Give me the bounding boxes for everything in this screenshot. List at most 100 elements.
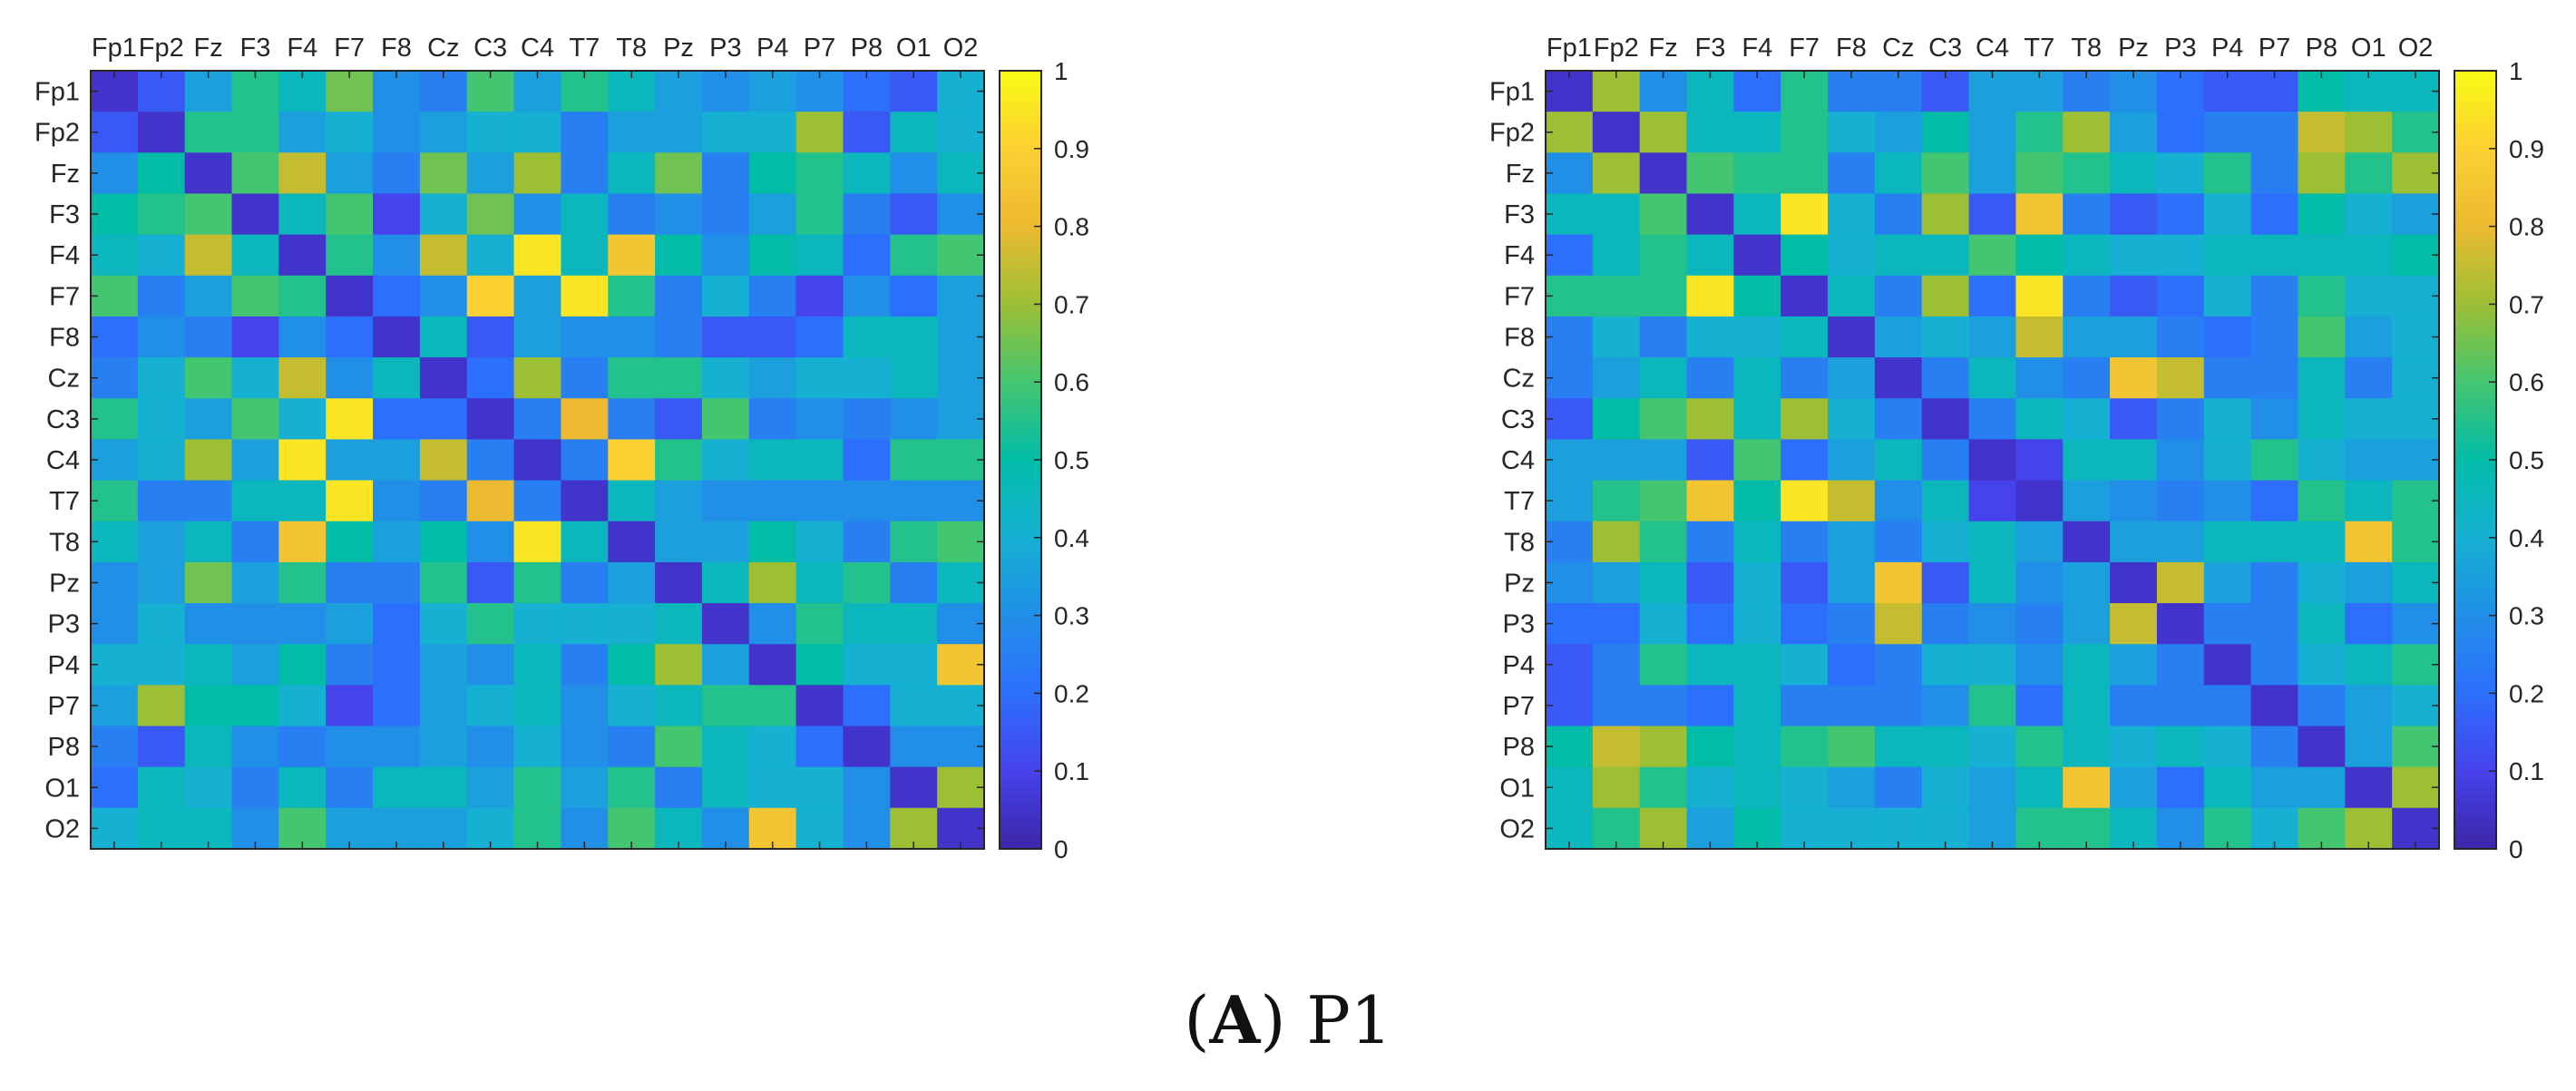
- heatmap-cell-P7-P3: [2156, 685, 2205, 727]
- heatmap-cell-P4-F7: [1781, 644, 1829, 686]
- heatmap-cell-O1-Pz: [655, 766, 703, 809]
- heatmap-cell-F8-P4: [2203, 316, 2252, 358]
- colorbar-segment: [1000, 460, 1041, 469]
- heatmap-cell-P7-O2: [937, 685, 985, 727]
- heatmap-cell-C4-P8: [843, 439, 891, 482]
- heatmap-cell-F7-C3: [1921, 275, 1970, 317]
- colorbar-segment: [1000, 86, 1041, 95]
- heatmap-cell-P8-F3: [1686, 726, 1734, 768]
- colorbar-tick-label: 1: [1054, 57, 1068, 85]
- heatmap-cell-O1-F8: [373, 766, 421, 809]
- y-tick-label-F7: F7: [49, 282, 80, 311]
- colorbar-segment: [1000, 747, 1041, 756]
- x-tick-label-P4: P4: [2211, 34, 2243, 63]
- heatmap-cell-P3-F4: [278, 603, 327, 645]
- x-tick-label-C3: C3: [473, 34, 507, 63]
- heatmap-cell-Fp2-Fp2: [1592, 112, 1641, 153]
- colorbar-segment: [2454, 755, 2496, 765]
- heatmap-cell-Fp2-T8: [608, 112, 656, 153]
- colorbar-segment: [2454, 273, 2496, 282]
- heatmap-cell-C4-P4: [748, 439, 797, 482]
- heatmap-cell-P3-Fz: [184, 603, 233, 645]
- heatmap-cell-F4-Fp2: [137, 234, 186, 277]
- heatmap-cell-Fp2-F4: [1733, 112, 1781, 153]
- colorbar-tick-label: 0.8: [2509, 213, 2544, 241]
- colorbar-segment: [2454, 700, 2496, 710]
- x-tick-label-O2: O2: [943, 34, 979, 63]
- colorbar-segment: [1000, 428, 1041, 437]
- heatmap-cell-F7-F4: [1733, 275, 1781, 317]
- heatmap-cell-T8-P7: [2250, 521, 2299, 563]
- heatmap-cell-F4-O2: [2392, 234, 2440, 277]
- heatmap-cell-F8-O2: [2392, 316, 2440, 358]
- heatmap-cell-Fp2-F8: [1828, 112, 1876, 153]
- heatmap-cell-Fz-P3: [2156, 152, 2205, 195]
- colorbar-segment: [1000, 210, 1041, 219]
- heatmap-cell-P7-C3: [1921, 685, 1970, 727]
- colorbar-segment: [2454, 638, 2496, 648]
- heatmap-cell-P8-P4: [748, 726, 797, 768]
- heatmap-cell-P7-T8: [608, 685, 656, 727]
- heatmap-cell-P7-T7: [2015, 685, 2064, 727]
- y-tick-label-P4: P4: [48, 651, 80, 680]
- y-tick-label-T7: T7: [49, 487, 80, 516]
- heatmap-cell-P4-O1: [890, 644, 938, 686]
- colorbar-tick-label: 0.3: [2509, 602, 2544, 630]
- colorbar-segment: [2454, 335, 2496, 344]
- heatmap-cell-F7-Fz: [1639, 275, 1688, 317]
- heatmap-cell-Pz-P8: [2298, 561, 2346, 604]
- heatmap-cell-O1-F7: [326, 766, 374, 809]
- heatmap-cell-T7-Cz: [419, 480, 468, 522]
- heatmap-cell-O1-Fp1: [91, 766, 139, 809]
- heatmap-cell-O1-P8: [2298, 766, 2346, 809]
- heatmap-cell-F3-F7: [326, 193, 374, 236]
- heatmap-cell-F4-P8: [843, 234, 891, 277]
- heatmap-cell-Fp2-O1: [2345, 112, 2393, 153]
- colorbar-segment: [1000, 296, 1041, 305]
- heatmap-cell-Fp2-Fz: [184, 112, 233, 153]
- heatmap-cell-P8-O1: [2345, 726, 2393, 768]
- heatmap-cell-F7-O1: [890, 275, 938, 317]
- heatmap-cell-F4-T7: [2015, 234, 2064, 277]
- heatmap-cell-F7-P4: [2203, 275, 2252, 317]
- heatmap-cell-Fz-P3: [701, 152, 750, 195]
- colorbar-segment: [2454, 257, 2496, 267]
- heatmap-cell-F8-T7: [561, 316, 609, 358]
- heatmap-cell-T8-P8: [2298, 521, 2346, 563]
- colorbar-segment: [2454, 78, 2496, 87]
- colorbar-segment: [2454, 482, 2496, 492]
- colorbar-segment: [1000, 498, 1041, 508]
- heatmap-cell-Fp2-F3: [231, 112, 279, 153]
- heatmap-cell-P8-C3: [466, 726, 515, 768]
- colorbar-tick-label: 0.9: [2509, 135, 2544, 163]
- colorbar-segment: [2454, 732, 2496, 741]
- heatmap-cell-C4-F4: [1733, 439, 1781, 482]
- heatmap-cell-F4-C3: [1921, 234, 1970, 277]
- heatmap-cell-O1-F4: [1733, 766, 1781, 809]
- heatmap-cell-P3-C4: [1968, 603, 2017, 645]
- colorbar-segment: [1000, 343, 1041, 352]
- colorbar-segment: [1000, 591, 1041, 601]
- heatmap-cell-P4-C4: [1968, 644, 2017, 686]
- colorbar-segment: [2454, 148, 2496, 157]
- heatmap-cell-P3-Fp1: [1546, 603, 1594, 645]
- heatmap-cell-T8-O1: [890, 521, 938, 563]
- heatmap-cell-O1-T8: [608, 766, 656, 809]
- heatmap-cell-C4-Fp2: [137, 439, 186, 482]
- heatmap-cell-T7-Fp2: [137, 480, 186, 522]
- colorbar-segment: [2454, 132, 2496, 141]
- colorbar-segment: [1000, 530, 1041, 539]
- heatmap-cell-T8-F8: [1828, 521, 1876, 563]
- colorbar-segment: [2454, 693, 2496, 702]
- colorbar-segment: [2454, 210, 2496, 219]
- colorbar-segment: [1000, 739, 1041, 749]
- heatmap-cell-F7-Fp2: [137, 275, 186, 317]
- heatmap-cell-Fz-O1: [890, 152, 938, 195]
- heatmap-cell-P8-P7: [795, 726, 844, 768]
- heatmap-cell-C3-F4: [1733, 398, 1781, 441]
- colorbar-segment: [2454, 669, 2496, 678]
- heatmap-cell-T8-Fp1: [1546, 521, 1594, 563]
- heatmap-cell-Fz-C4: [1968, 152, 2017, 195]
- heatmap-cell-F8-P3: [2156, 316, 2205, 358]
- colorbar-segment: [2454, 460, 2496, 469]
